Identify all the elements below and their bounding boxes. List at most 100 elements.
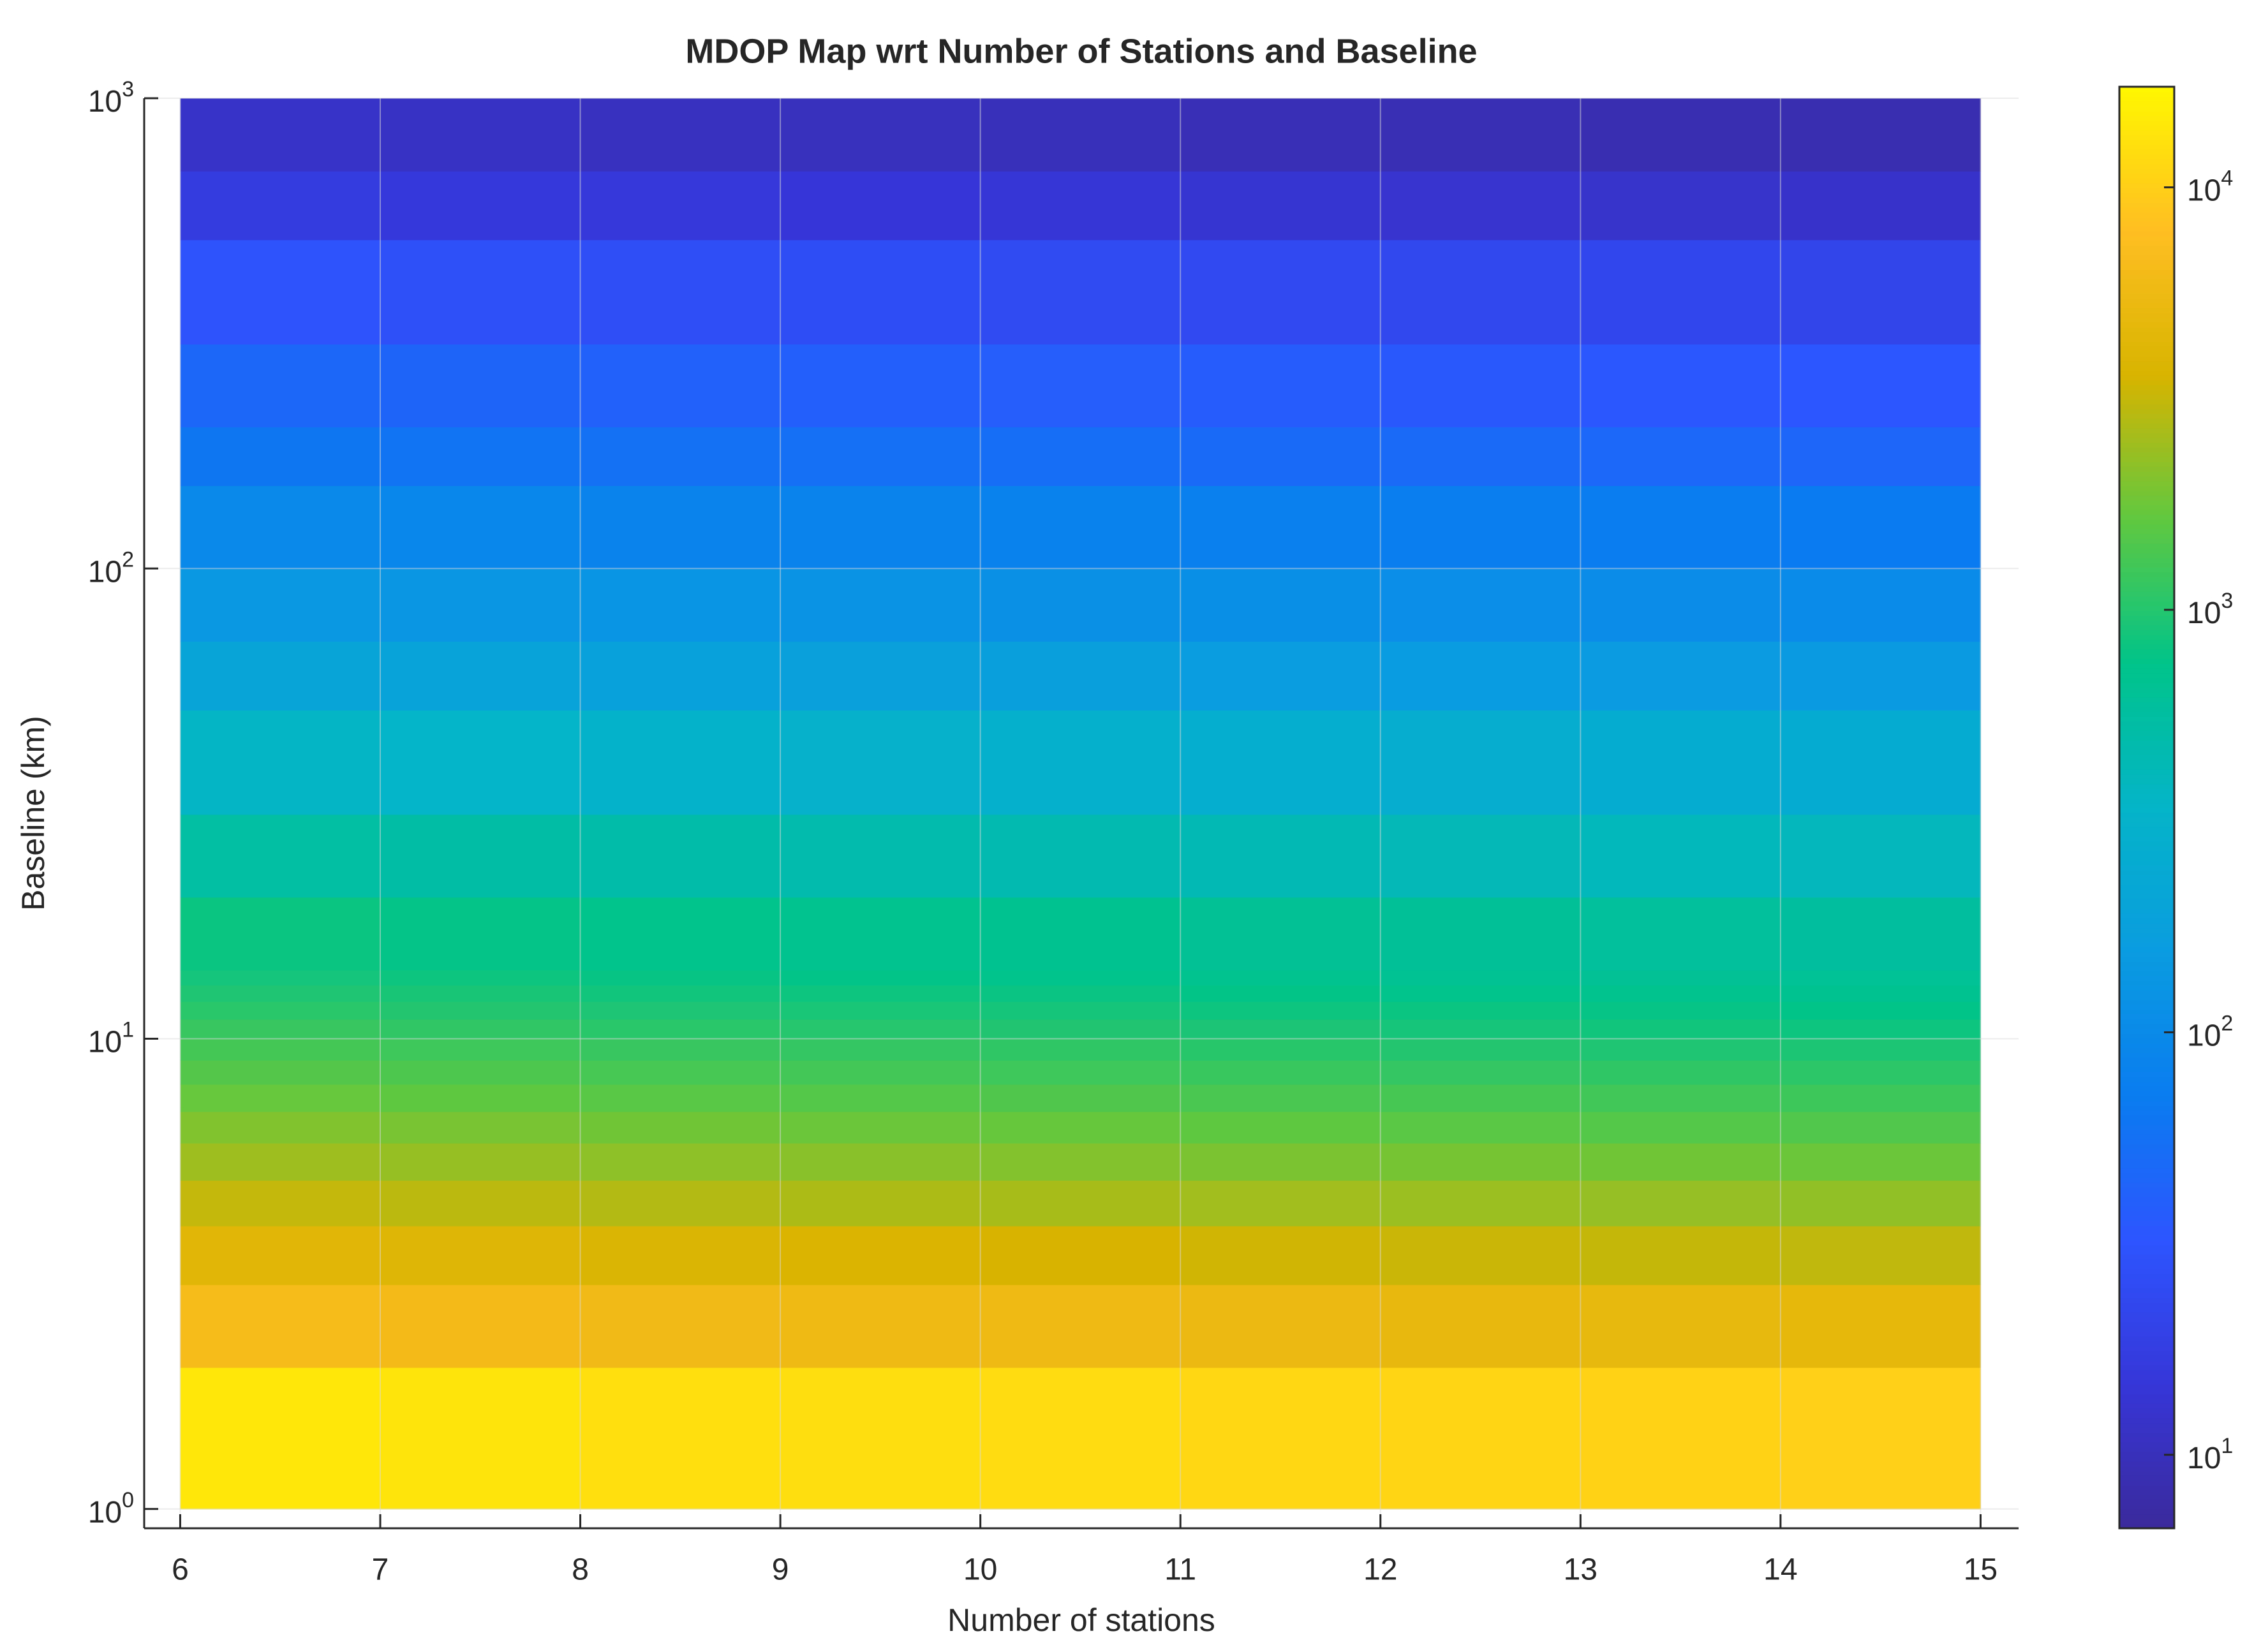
colorbar-swatch xyxy=(2119,1389,2174,1394)
heatmap-cell xyxy=(1180,568,1381,642)
colorbar-swatch xyxy=(2119,327,2174,332)
colorbar-swatch xyxy=(2119,735,2174,741)
heatmap-cell xyxy=(1380,1019,1581,1040)
colorbar-swatch xyxy=(2119,1235,2174,1241)
colorbar-swatch xyxy=(2119,260,2174,265)
heatmap-cell xyxy=(1780,1111,1982,1144)
colorbar-swatch xyxy=(2119,533,2174,539)
colorbar-swatch xyxy=(2119,452,2174,457)
x-axis-label: Number of stations xyxy=(947,1602,1215,1638)
colorbar-swatch xyxy=(2119,235,2174,241)
colorbar-swatch xyxy=(2119,961,2174,967)
heatmap-cell xyxy=(380,897,581,971)
heatmap-cell xyxy=(380,344,581,427)
colorbar-swatch xyxy=(2119,524,2174,529)
colorbar-swatch xyxy=(2119,1144,2174,1149)
colorbar-tick-label: 103 xyxy=(2187,589,2233,630)
heatmap-cell xyxy=(1380,1111,1581,1144)
colorbar-swatch xyxy=(2119,514,2174,520)
colorbar-swatch xyxy=(2119,1345,2174,1352)
colorbar-swatch xyxy=(2119,1413,2174,1419)
heatmap-cell xyxy=(780,1084,981,1112)
colorbar-swatch xyxy=(2119,1168,2174,1174)
colorbar-swatch xyxy=(2119,313,2174,318)
heatmap-cell xyxy=(780,814,981,898)
colorbar-swatch xyxy=(2119,389,2174,395)
heatmap-cell xyxy=(1180,710,1381,815)
heatmap-cell xyxy=(1180,1060,1381,1085)
heatmap-cell xyxy=(1580,239,1781,345)
heatmap-cell xyxy=(580,814,781,898)
colorbar-swatch xyxy=(2119,192,2174,198)
colorbar-swatch xyxy=(2119,894,2174,899)
heatmap-cell xyxy=(380,641,581,711)
colorbar-swatch xyxy=(2119,634,2174,640)
colorbar-swatch xyxy=(2119,293,2174,299)
heatmap-cell xyxy=(1580,1084,1781,1112)
colorbar-swatch xyxy=(2119,1288,2174,1294)
heatmap-cell xyxy=(1180,897,1381,971)
colorbar-swatch xyxy=(2119,552,2174,559)
heatmap-cell xyxy=(380,1019,581,1040)
heatmap-cell xyxy=(1580,1143,1781,1181)
colorbar-swatch xyxy=(2119,1014,2174,1020)
colorbar-swatch xyxy=(2119,1076,2174,1082)
heatmap-cell xyxy=(1180,171,1381,240)
heatmap-cell xyxy=(1580,427,1781,487)
colorbar-swatch xyxy=(2119,827,2174,832)
colorbar-swatch xyxy=(2119,106,2174,112)
colorbar-swatch xyxy=(2119,307,2174,313)
colorbar-swatch xyxy=(2119,1422,2174,1428)
heatmap-cell xyxy=(580,568,781,642)
heatmap-cell xyxy=(1780,1084,1982,1112)
colorbar-swatch xyxy=(2119,1341,2174,1346)
colorbar-swatch xyxy=(2119,1494,2174,1500)
colorbar-swatch xyxy=(2119,380,2174,385)
heatmap-cell xyxy=(980,171,1181,240)
heatmap-cell xyxy=(1580,710,1781,815)
heatmap-cell xyxy=(580,970,781,986)
heatmap-cell xyxy=(380,1367,581,1510)
heatmap-cell xyxy=(580,1143,781,1181)
colorbar-frame xyxy=(2118,85,2176,1530)
colorbar-swatch xyxy=(2119,1153,2174,1159)
heatmap-cell xyxy=(1180,1225,1381,1285)
colorbar-swatch xyxy=(2119,1322,2174,1327)
colorbar-swatch xyxy=(2119,1182,2174,1188)
heatmap-cell xyxy=(1780,568,1982,642)
heatmap-cell xyxy=(1380,568,1581,642)
colorbar-swatch xyxy=(2119,1197,2174,1202)
colorbar-swatch xyxy=(2119,653,2174,660)
heatmap-cell xyxy=(380,171,581,240)
colorbar-swatch xyxy=(2119,1432,2174,1438)
colorbar-swatch xyxy=(2119,1514,2174,1519)
x-tick-label: 15 xyxy=(1964,1553,1998,1587)
colorbar-swatch xyxy=(2119,1019,2174,1024)
heatmap-cell xyxy=(780,1060,981,1085)
heatmap-cell xyxy=(580,1038,781,1061)
colorbar-swatch xyxy=(2119,355,2174,362)
colorbar-swatch xyxy=(2119,442,2174,448)
y-tick-label: 101 xyxy=(88,1018,134,1059)
x-tick-label: 11 xyxy=(1164,1553,1196,1587)
colorbar-swatch xyxy=(2119,769,2174,775)
heatmap-cell xyxy=(1580,641,1781,711)
heatmap-cell xyxy=(1780,1001,1982,1020)
colorbar-swatch xyxy=(2119,461,2174,467)
colorbar-swatch xyxy=(2119,808,2174,813)
heatmap-cell xyxy=(1380,1180,1581,1227)
colorbar-swatch xyxy=(2119,567,2174,573)
colorbar-swatch xyxy=(2119,774,2174,779)
heatmap-cell xyxy=(980,1285,1181,1368)
colorbar-swatch xyxy=(2119,413,2174,419)
colorbar-swatch xyxy=(2119,1475,2174,1481)
heatmap-cell xyxy=(1380,1285,1581,1368)
heatmap-cell xyxy=(1580,1285,1781,1368)
heatmap-cell xyxy=(1180,1111,1381,1144)
colorbar-swatch xyxy=(2119,673,2174,679)
heatmap-cell xyxy=(980,1019,1181,1040)
heatmap-cell xyxy=(1580,1038,1781,1061)
heatmap-cell xyxy=(380,568,581,642)
colorbar-swatch xyxy=(2119,884,2174,890)
heatmap-cell xyxy=(780,1019,981,1040)
